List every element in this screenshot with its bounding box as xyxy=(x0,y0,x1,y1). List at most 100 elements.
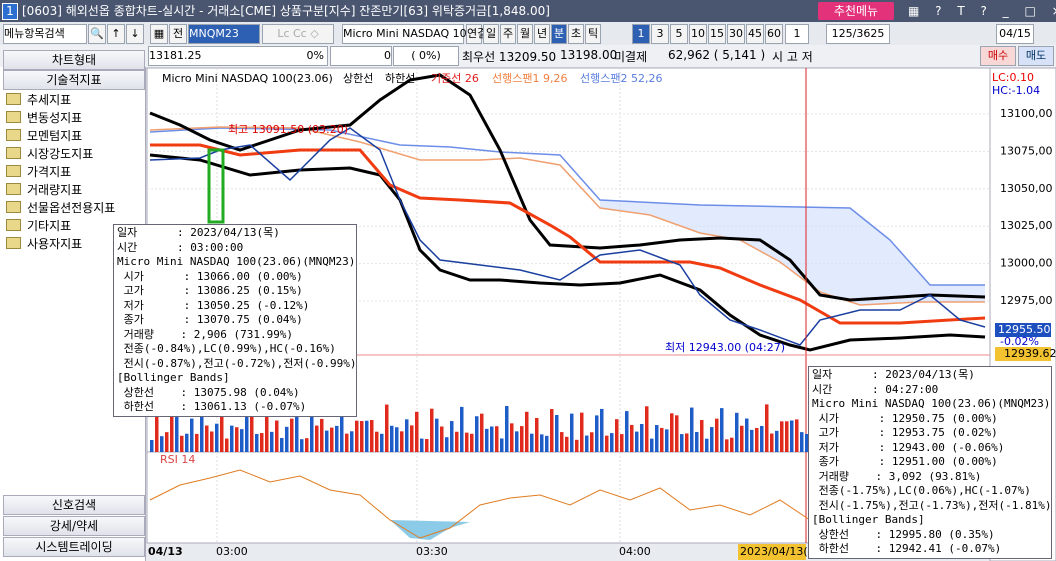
recommend-menu[interactable]: 추천메뉴 xyxy=(818,2,894,20)
tooltip-line: 하한선 : 13061.13 (-0.07%) xyxy=(117,400,307,413)
sell[interactable]: 매도 xyxy=(1018,46,1054,66)
time-label: 03:30 xyxy=(416,545,448,558)
menu-search[interactable]: 메뉴항목검색 xyxy=(3,24,87,44)
volume-bar xyxy=(450,421,454,452)
price-line xyxy=(149,127,986,346)
volume-bar xyxy=(570,413,574,452)
volume-bar xyxy=(765,404,769,452)
price-label: 13100,00 xyxy=(1000,107,1053,120)
indicator-item[interactable]: 가격지표 xyxy=(6,163,71,181)
volume-bar xyxy=(640,424,644,452)
current-price: 12955.50 xyxy=(998,323,1051,336)
tooltip-line: Micro Mini NASDAQ 100(23.06)(MNQM23) xyxy=(117,255,356,268)
indicator-item[interactable]: 추세지표 xyxy=(6,91,71,109)
volume-bar xyxy=(160,436,164,452)
indicator-item[interactable]: 모멘텀지표 xyxy=(6,127,82,145)
volume-bar xyxy=(275,420,279,452)
volume-bar xyxy=(560,432,564,452)
volume-bar xyxy=(590,432,594,452)
buy[interactable]: 매수 xyxy=(980,46,1016,66)
bottom-tab[interactable]: 신호검색 xyxy=(3,495,145,515)
count[interactable]: 1 xyxy=(785,24,809,44)
ohl: 시 고 저 xyxy=(772,50,813,64)
up-btn[interactable]: ↑ xyxy=(107,24,125,44)
unit-btn[interactable]: 일 xyxy=(483,24,499,44)
legend-base: 기준선 26 xyxy=(431,72,479,85)
period-btn[interactable]: 10 xyxy=(689,24,707,44)
volume-bar xyxy=(730,437,734,452)
unit-btn[interactable]: 월 xyxy=(517,24,533,44)
volume-bar xyxy=(315,425,319,452)
volume-bar xyxy=(625,411,629,452)
legend-span1: 선행스팬1 9,26 xyxy=(492,72,567,85)
volume-bar xyxy=(440,426,444,452)
unit-btn[interactable]: 초 xyxy=(568,24,584,44)
volume-bar xyxy=(325,430,329,452)
indicator-item[interactable]: 변동성지표 xyxy=(6,109,82,127)
indicator-item[interactable]: 선물옵션전용지표 xyxy=(6,199,115,217)
down-btn[interactable]: ↓ xyxy=(126,24,144,44)
period-btn[interactable]: 45 xyxy=(746,24,764,44)
volume-bar xyxy=(565,436,569,452)
indicator-item[interactable]: 사용자지표 xyxy=(6,235,82,253)
period-btn[interactable]: 3 xyxy=(651,24,669,44)
volume-bar xyxy=(455,431,459,452)
tooltip-line: 거래량 : 2,906 (731.99%) xyxy=(117,327,294,341)
volume-bar xyxy=(785,421,789,452)
volume-bar xyxy=(610,433,614,452)
window-icons[interactable]: ▦ ? T ? _ □ × xyxy=(908,4,1056,18)
period-btn[interactable]: 30 xyxy=(727,24,745,44)
volume-bar xyxy=(300,439,304,452)
grid-btn[interactable]: ▦ xyxy=(150,24,168,44)
unit-btn[interactable]: 년 xyxy=(534,24,550,44)
time-label: 03:00 xyxy=(216,545,248,558)
volume-bar xyxy=(595,415,599,452)
indicator-item[interactable]: 거래량지표 xyxy=(6,181,82,199)
volume-bar xyxy=(220,406,224,452)
tooltip-line: 종가 : 13070.75 (0.04%) xyxy=(117,313,303,326)
oi-label: 미결제 xyxy=(614,50,648,64)
volume-bar xyxy=(685,433,689,452)
chart-type-tab[interactable]: 차트형태 xyxy=(3,50,145,70)
period-btn[interactable]: 5 xyxy=(670,24,688,44)
search-btn[interactable]: 🔍 xyxy=(88,24,106,44)
indicator-item[interactable]: 시장강도지표 xyxy=(6,145,93,163)
bottom-tab[interactable]: 강세/약세 xyxy=(3,516,145,536)
unit-btn[interactable]: 분 xyxy=(551,24,567,44)
volume-bar xyxy=(360,421,364,452)
volume-bar xyxy=(580,412,584,452)
volume-bar xyxy=(495,426,499,452)
period-btn[interactable]: 60 xyxy=(765,24,783,44)
volume-bar xyxy=(290,418,294,452)
unit-btn[interactable]: 틱 xyxy=(585,24,601,44)
symbol-input[interactable]: MNQM23 xyxy=(188,24,260,44)
unit-btn[interactable]: 연결 xyxy=(466,24,487,44)
period-label[interactable]: 전 xyxy=(169,24,187,44)
price-label: 13025,00 xyxy=(1000,219,1053,232)
tooltip-line: 시가 : 13066.00 (0.00%) xyxy=(117,269,303,283)
indicator-tab[interactable]: 기술적지표 xyxy=(3,70,145,90)
volume-bar xyxy=(690,407,694,452)
volume-bar xyxy=(510,423,514,452)
compare-btns[interactable]: Lc Cc ◇ xyxy=(262,24,334,44)
volume-bar xyxy=(350,431,354,452)
bottom-tab[interactable]: 시스템트레이딩 xyxy=(3,537,145,557)
line-price: 12939.62 xyxy=(1004,347,1056,360)
period-btn[interactable]: 1 xyxy=(632,24,650,44)
tooltip-line: [Bollinger Bands] xyxy=(812,513,925,526)
volume-bar xyxy=(260,433,264,452)
volume-bar xyxy=(465,432,469,452)
volume-bar xyxy=(215,423,219,452)
volume-bar xyxy=(195,433,199,452)
volume-bar xyxy=(780,421,784,452)
volume-bar xyxy=(675,415,679,452)
window-title: [0603] 해외선옵 종합차트-실시간 - 거래소[CME] 상품구분[지수]… xyxy=(22,4,550,18)
volume-bar xyxy=(705,438,709,452)
period-btn[interactable]: 15 xyxy=(708,24,726,44)
unit-btn[interactable]: 주 xyxy=(500,24,516,44)
current-box xyxy=(995,323,1051,337)
volume-bar xyxy=(190,418,194,452)
volume-bar xyxy=(680,434,684,452)
indicator-item[interactable]: 기타지표 xyxy=(6,217,71,235)
date[interactable]: 04/15 xyxy=(996,24,1034,44)
